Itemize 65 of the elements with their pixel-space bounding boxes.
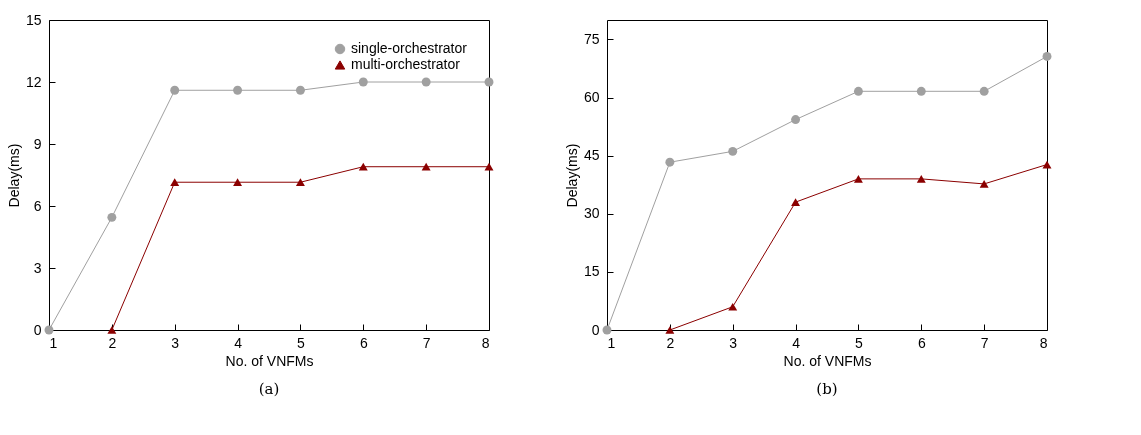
point [979, 86, 989, 96]
point [295, 85, 305, 95]
y-tick-label: 30 [583, 205, 600, 222]
x-tick-label: 3 [171, 334, 180, 351]
x-tick-label: 2 [108, 334, 117, 351]
y-tick-label: 12 [25, 73, 42, 90]
point [1042, 51, 1052, 61]
point [44, 325, 54, 335]
point [484, 162, 494, 171]
point [916, 86, 926, 96]
point [728, 146, 738, 156]
x-tick-label: 1 [607, 334, 616, 351]
point [791, 198, 801, 206]
x-tick-label: 3 [729, 334, 738, 351]
legend-label: multi-orchestrator [351, 56, 461, 72]
x-tick-label: 1 [49, 334, 58, 351]
point [421, 162, 431, 171]
y-tick-label: 0 [591, 321, 600, 338]
x-tick-label: 6 [359, 334, 368, 351]
x-tick-label: 7 [980, 334, 989, 351]
point [170, 178, 180, 187]
x-tick-label: 2 [666, 334, 675, 351]
point [791, 115, 801, 125]
y-tick-label: 9 [33, 135, 42, 152]
legend-label: single-orchestrator [351, 40, 468, 56]
x-tick-label: 4 [792, 334, 801, 351]
x-tick-label: 8 [1039, 334, 1048, 351]
x-tick-label: 5 [297, 334, 306, 351]
x-tick-label: 7 [422, 334, 431, 351]
x-tick-label: 6 [917, 334, 926, 351]
point [853, 175, 863, 183]
x-tick-label: 8 [481, 334, 490, 351]
point [358, 162, 368, 171]
y-tick-label: 60 [583, 89, 600, 105]
point [728, 302, 738, 311]
x-tick-label: 4 [234, 334, 243, 351]
y-tick-label: 45 [583, 147, 600, 164]
point [421, 77, 431, 87]
y-axis-title: Delay(ms) [563, 143, 580, 208]
point [916, 175, 926, 183]
point [665, 157, 675, 167]
point [853, 86, 863, 96]
y-tick-label: 75 [583, 30, 600, 47]
y-tick-label: 15 [583, 263, 600, 280]
text: (a) [258, 380, 280, 398]
point [107, 212, 117, 222]
y-tick-label: 6 [33, 197, 42, 214]
point [602, 325, 612, 335]
point [233, 85, 243, 95]
point [665, 326, 675, 334]
x-axis-title: No. of VNFMs [225, 352, 314, 369]
point [979, 180, 989, 188]
text: (b) [816, 380, 838, 398]
point [484, 77, 494, 87]
x-axis-title: No. of VNFMs [783, 352, 872, 369]
y-tick-label: 3 [33, 259, 42, 276]
y-tick-label: 0 [33, 321, 42, 338]
x-tick-label: 5 [855, 334, 864, 351]
point [233, 178, 243, 187]
point [358, 77, 368, 87]
y-axis-title: Delay(ms) [5, 143, 22, 208]
y-tick-label: 15 [25, 11, 42, 28]
point [170, 85, 180, 95]
point [107, 326, 117, 334]
point [295, 178, 305, 187]
